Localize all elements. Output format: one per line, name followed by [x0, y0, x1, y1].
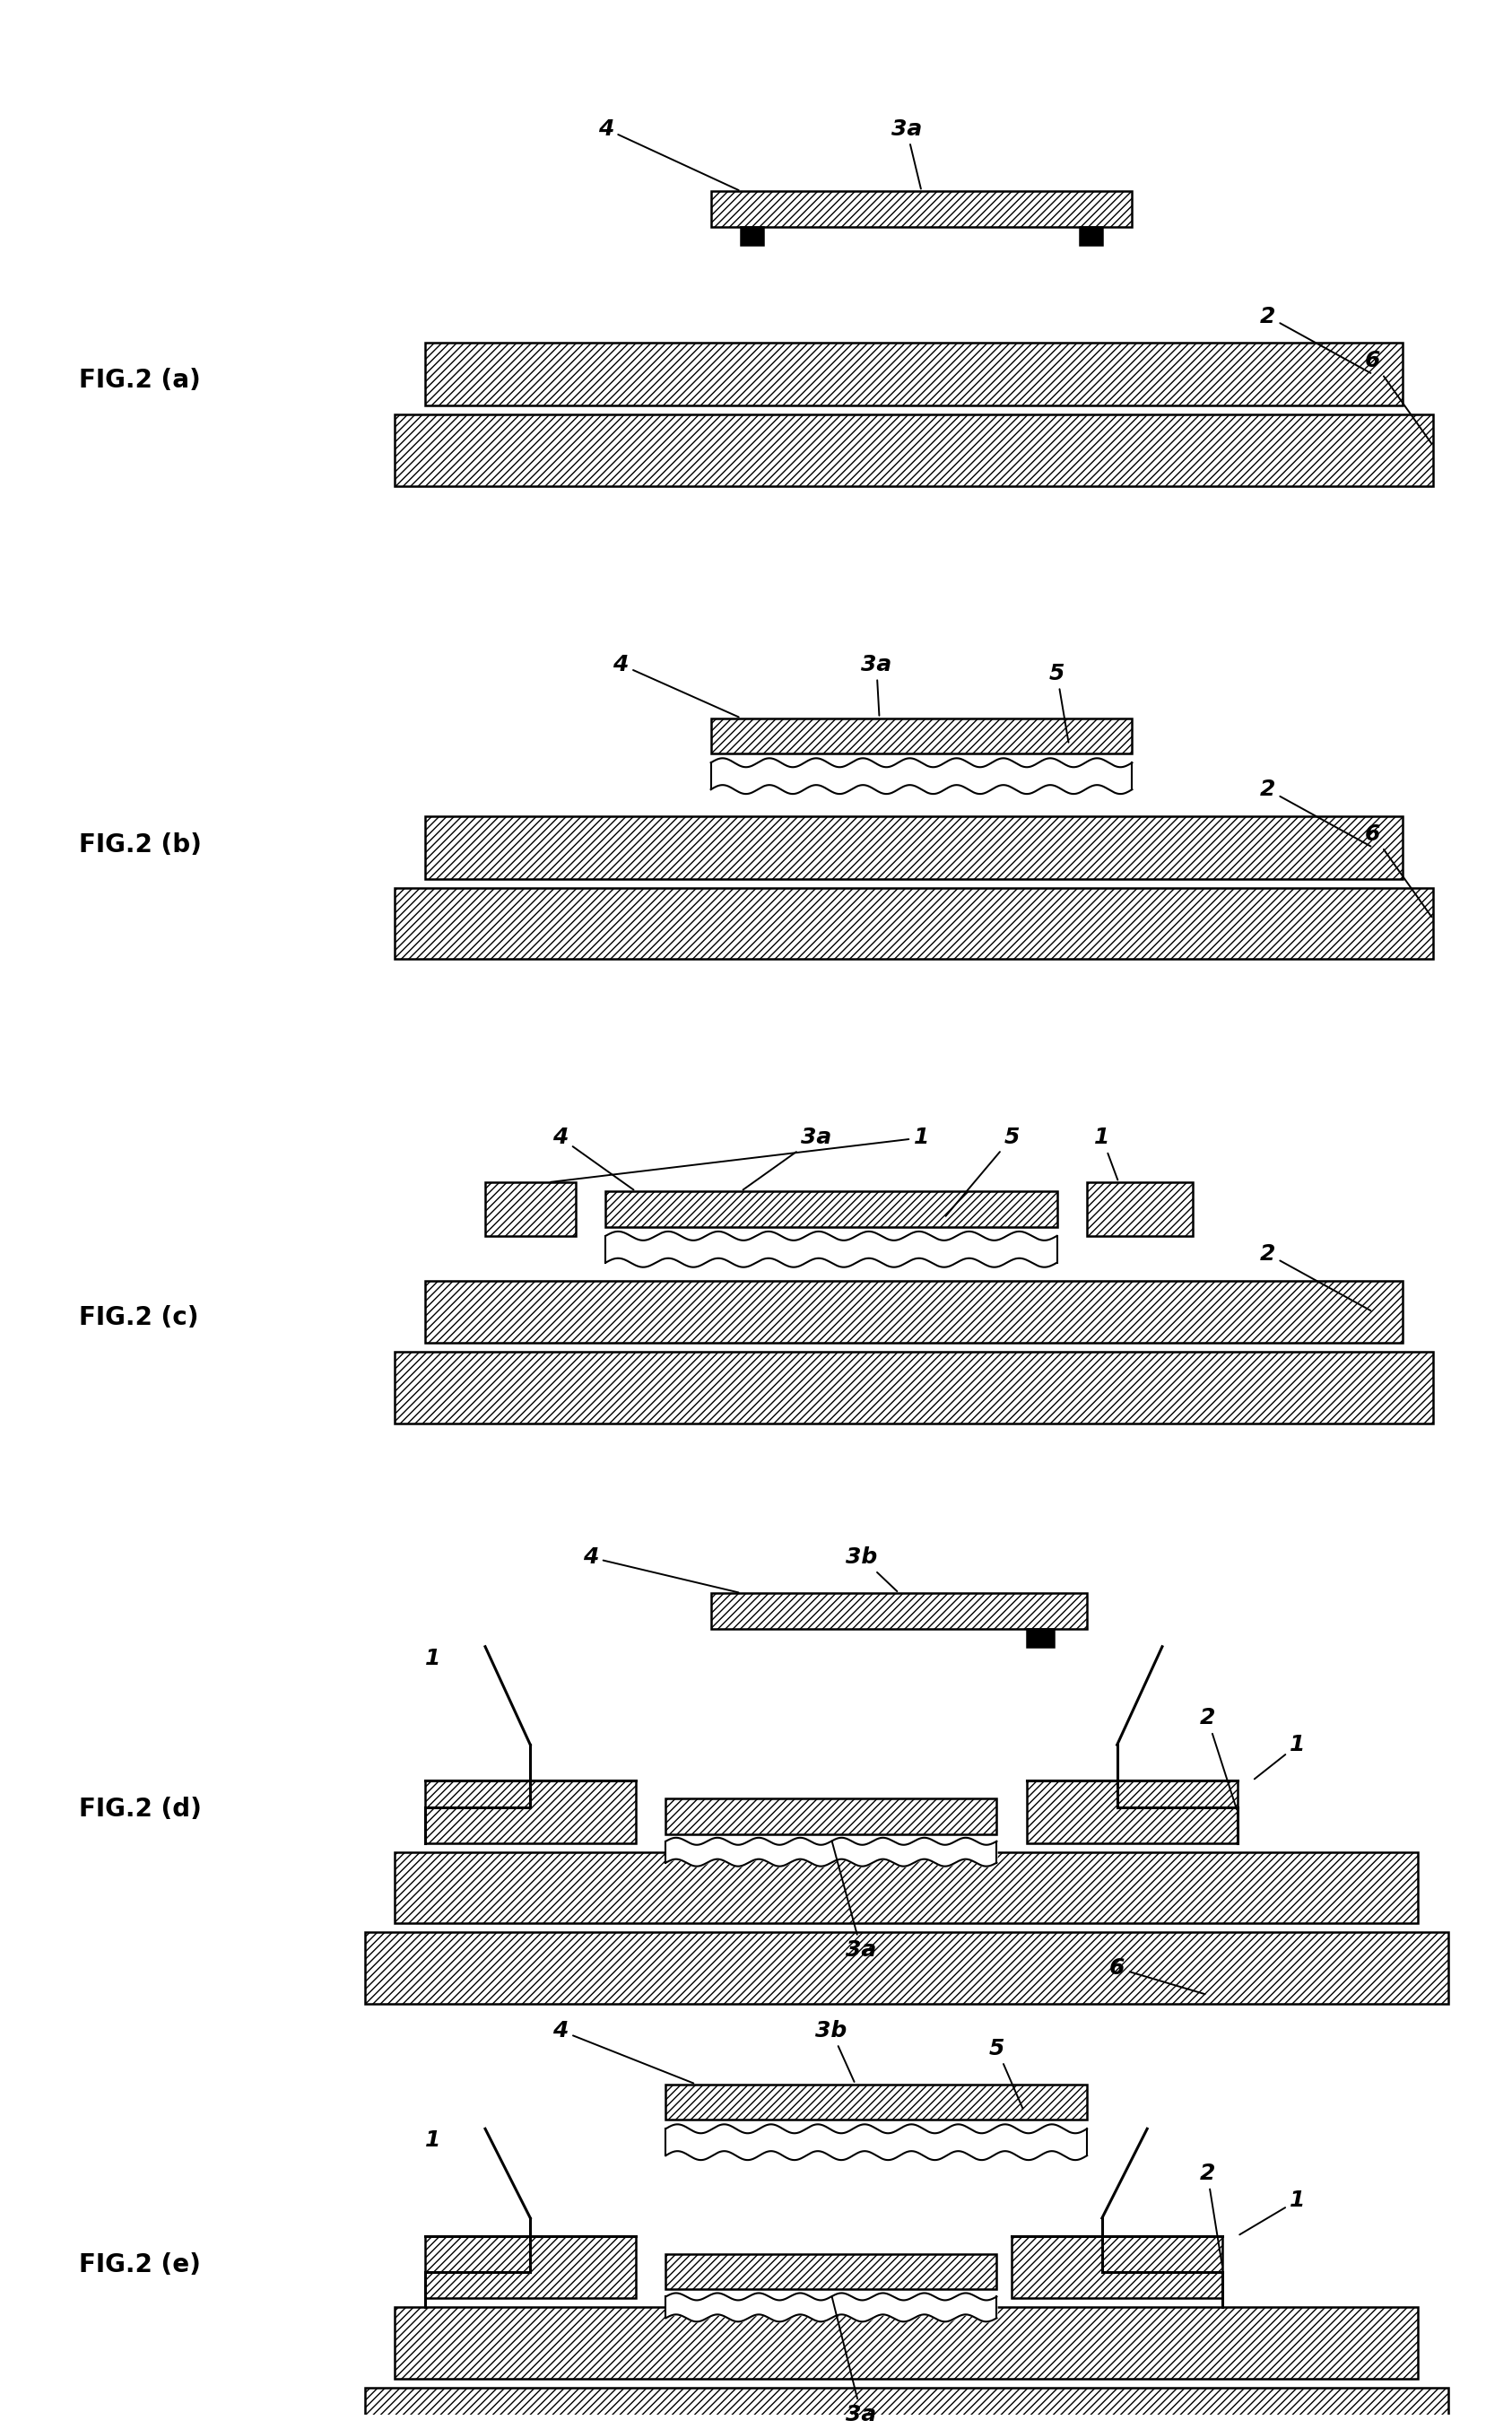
Bar: [1027, 1630, 1054, 1647]
Text: 6: 6: [1365, 350, 1432, 445]
Text: 3a: 3a: [891, 119, 922, 189]
Text: 1: 1: [1095, 1127, 1117, 1180]
Text: 4: 4: [552, 2021, 694, 2084]
Text: FIG.2 (b): FIG.2 (b): [79, 833, 201, 857]
Text: FIG.2 (e): FIG.2 (e): [79, 2252, 201, 2276]
Bar: [1012, 2237, 1222, 2298]
Bar: [364, 2388, 1448, 2429]
Text: 3a: 3a: [860, 653, 892, 717]
Text: 1: 1: [1240, 2189, 1305, 2235]
Text: 4: 4: [597, 119, 739, 189]
Bar: [711, 1593, 1087, 1630]
Text: 5: 5: [989, 2038, 1022, 2108]
Text: 1: 1: [1255, 1734, 1305, 1778]
Text: 2: 2: [1199, 1708, 1237, 1810]
Text: 1: 1: [425, 1647, 440, 1669]
Text: FIG.2 (d): FIG.2 (d): [79, 1797, 201, 1822]
Bar: [665, 2254, 996, 2291]
Text: 4: 4: [612, 653, 739, 717]
Bar: [605, 1190, 1057, 1227]
Bar: [364, 1933, 1448, 2004]
Bar: [425, 2237, 635, 2298]
Bar: [425, 816, 1403, 879]
Text: 3b: 3b: [815, 2021, 854, 2082]
Text: 4: 4: [582, 1547, 738, 1593]
Bar: [395, 1353, 1433, 1423]
Text: 2: 2: [1259, 306, 1371, 374]
Text: 4: 4: [552, 1127, 634, 1190]
Text: 6: 6: [1110, 1958, 1205, 1994]
Text: 2: 2: [1259, 1244, 1371, 1312]
Bar: [485, 1183, 576, 1236]
Text: 5: 5: [945, 1127, 1019, 1217]
Text: 5: 5: [1049, 663, 1069, 743]
Text: 3a: 3a: [832, 2295, 877, 2424]
Bar: [425, 342, 1403, 406]
Bar: [1027, 1780, 1237, 1844]
Bar: [665, 2084, 1087, 2121]
Text: 1: 1: [550, 1127, 930, 1183]
Text: FIG.2 (c): FIG.2 (c): [79, 1304, 198, 1331]
Text: 2: 2: [1259, 780, 1371, 845]
Bar: [395, 1851, 1418, 1924]
Bar: [1087, 1183, 1193, 1236]
Bar: [425, 1280, 1403, 1343]
Text: 3a: 3a: [742, 1127, 832, 1190]
Text: 1: 1: [425, 2130, 440, 2152]
Bar: [741, 226, 764, 245]
Bar: [665, 1797, 996, 1834]
Bar: [395, 887, 1433, 959]
Bar: [395, 415, 1433, 486]
Bar: [711, 192, 1132, 226]
Text: 6: 6: [1365, 823, 1432, 916]
Text: 3b: 3b: [845, 1547, 897, 1591]
Bar: [711, 719, 1132, 753]
Bar: [395, 2308, 1418, 2378]
Text: 3a: 3a: [832, 1841, 877, 1960]
Text: FIG.2 (a): FIG.2 (a): [79, 367, 201, 393]
Bar: [1080, 226, 1102, 245]
Bar: [425, 1780, 635, 1844]
Text: 2: 2: [1199, 2162, 1222, 2264]
